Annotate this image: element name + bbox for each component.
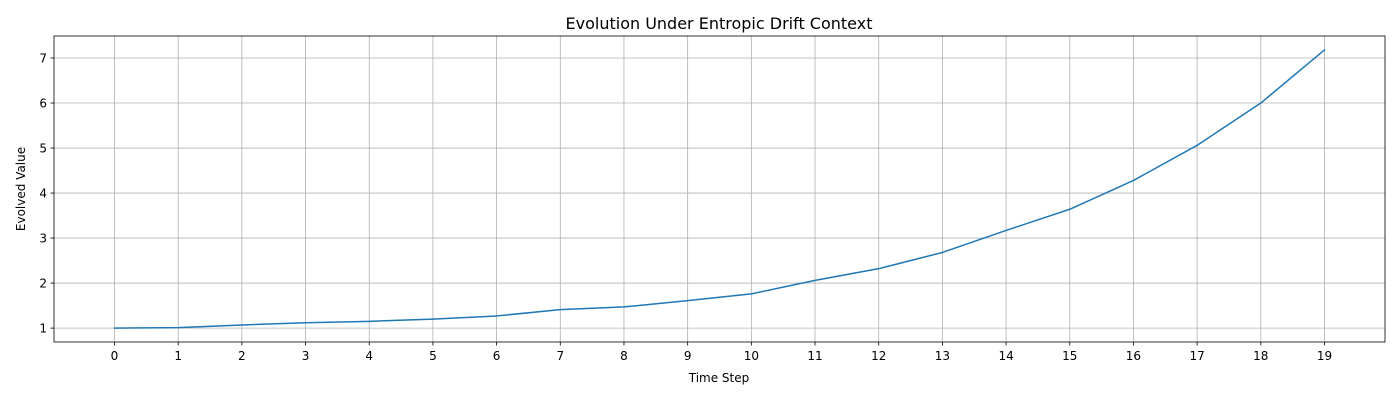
x-tick-label: 14 [998,349,1013,363]
x-tick-label: 3 [302,349,310,363]
x-axis-label: Time Step [688,371,750,385]
x-tick-label: 13 [935,349,950,363]
x-tick-label: 6 [493,349,501,363]
x-tick-label: 12 [871,349,886,363]
y-tick-label: 1 [39,322,47,336]
y-tick-label: 2 [39,277,47,291]
y-tick-label: 5 [39,142,47,156]
x-tick-label: 4 [365,349,373,363]
x-tick-label: 18 [1253,349,1268,363]
x-tick-label: 8 [620,349,628,363]
x-tick-label: 10 [744,349,759,363]
x-tick-label: 11 [807,349,822,363]
series-line [113,48,1326,329]
x-tick-label: 7 [556,349,564,363]
y-tick-label: 4 [39,187,47,201]
x-tick-label: 15 [1062,349,1077,363]
x-tick-label: 9 [684,349,692,363]
x-tick-label: 1 [174,349,182,363]
x-tick-label: 16 [1126,349,1141,363]
x-tick-label: 17 [1189,349,1204,363]
x-tick-label: 0 [111,349,119,363]
x-axis-ticks: 0 1 2 3 4 5 6 7 8 9 10 11 12 13 14 15 16 17 18 19 [111,342,1332,363]
x-tick-label: 19 [1317,349,1332,363]
y-tick-label: 3 [39,232,47,246]
x-tick-label: 2 [238,349,246,363]
y-tick-label: 7 [39,52,47,66]
grid [54,36,1385,342]
x-tick-label: 5 [429,349,437,363]
y-tick-label: 6 [39,97,47,111]
chart-title: Evolution Under Entropic Drift Context [566,14,873,33]
y-axis-ticks: 1 2 3 4 5 6 7 [39,52,54,336]
plot-frame [53,35,1386,343]
plot-lines [113,48,1326,329]
y-axis-label: Evolved Value [14,147,28,231]
